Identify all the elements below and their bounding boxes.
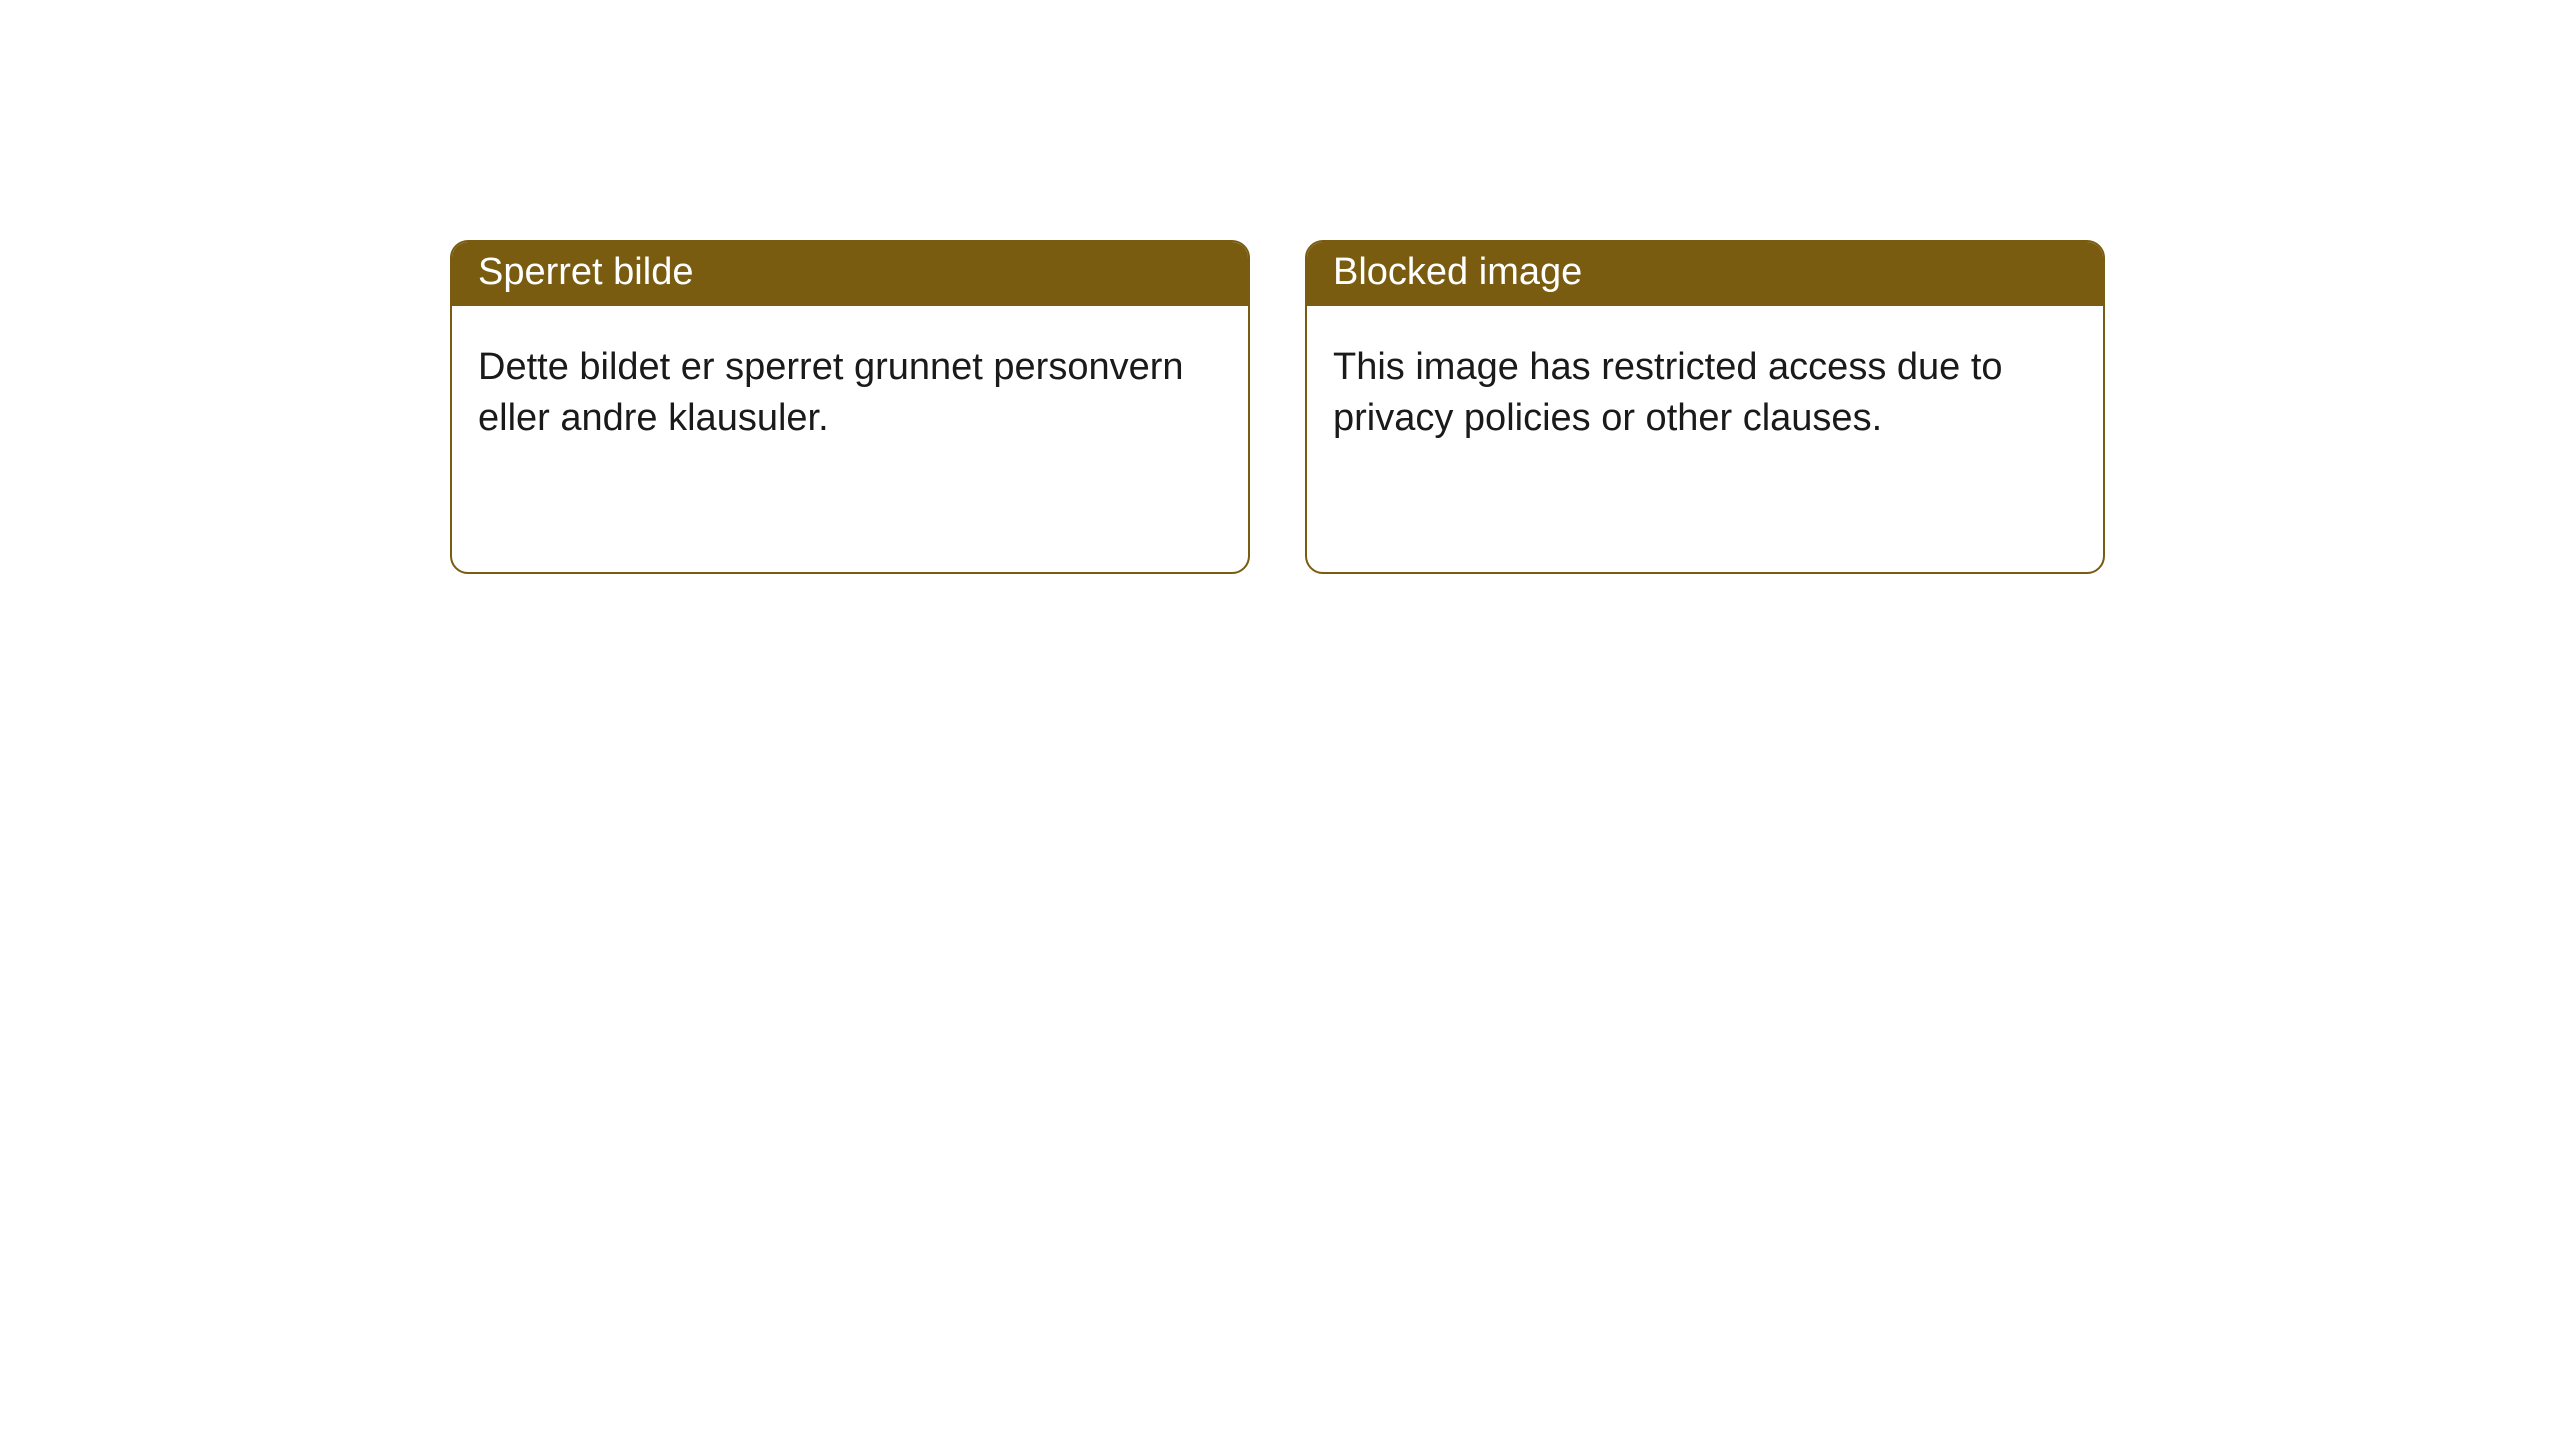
card-title: Sperret bilde [452, 242, 1248, 306]
notice-container: Sperret bilde Dette bildet er sperret gr… [0, 0, 2560, 574]
card-body-text: This image has restricted access due to … [1307, 306, 2103, 471]
notice-card-norwegian: Sperret bilde Dette bildet er sperret gr… [450, 240, 1250, 574]
card-body-text: Dette bildet er sperret grunnet personve… [452, 306, 1248, 471]
notice-card-english: Blocked image This image has restricted … [1305, 240, 2105, 574]
card-title: Blocked image [1307, 242, 2103, 306]
